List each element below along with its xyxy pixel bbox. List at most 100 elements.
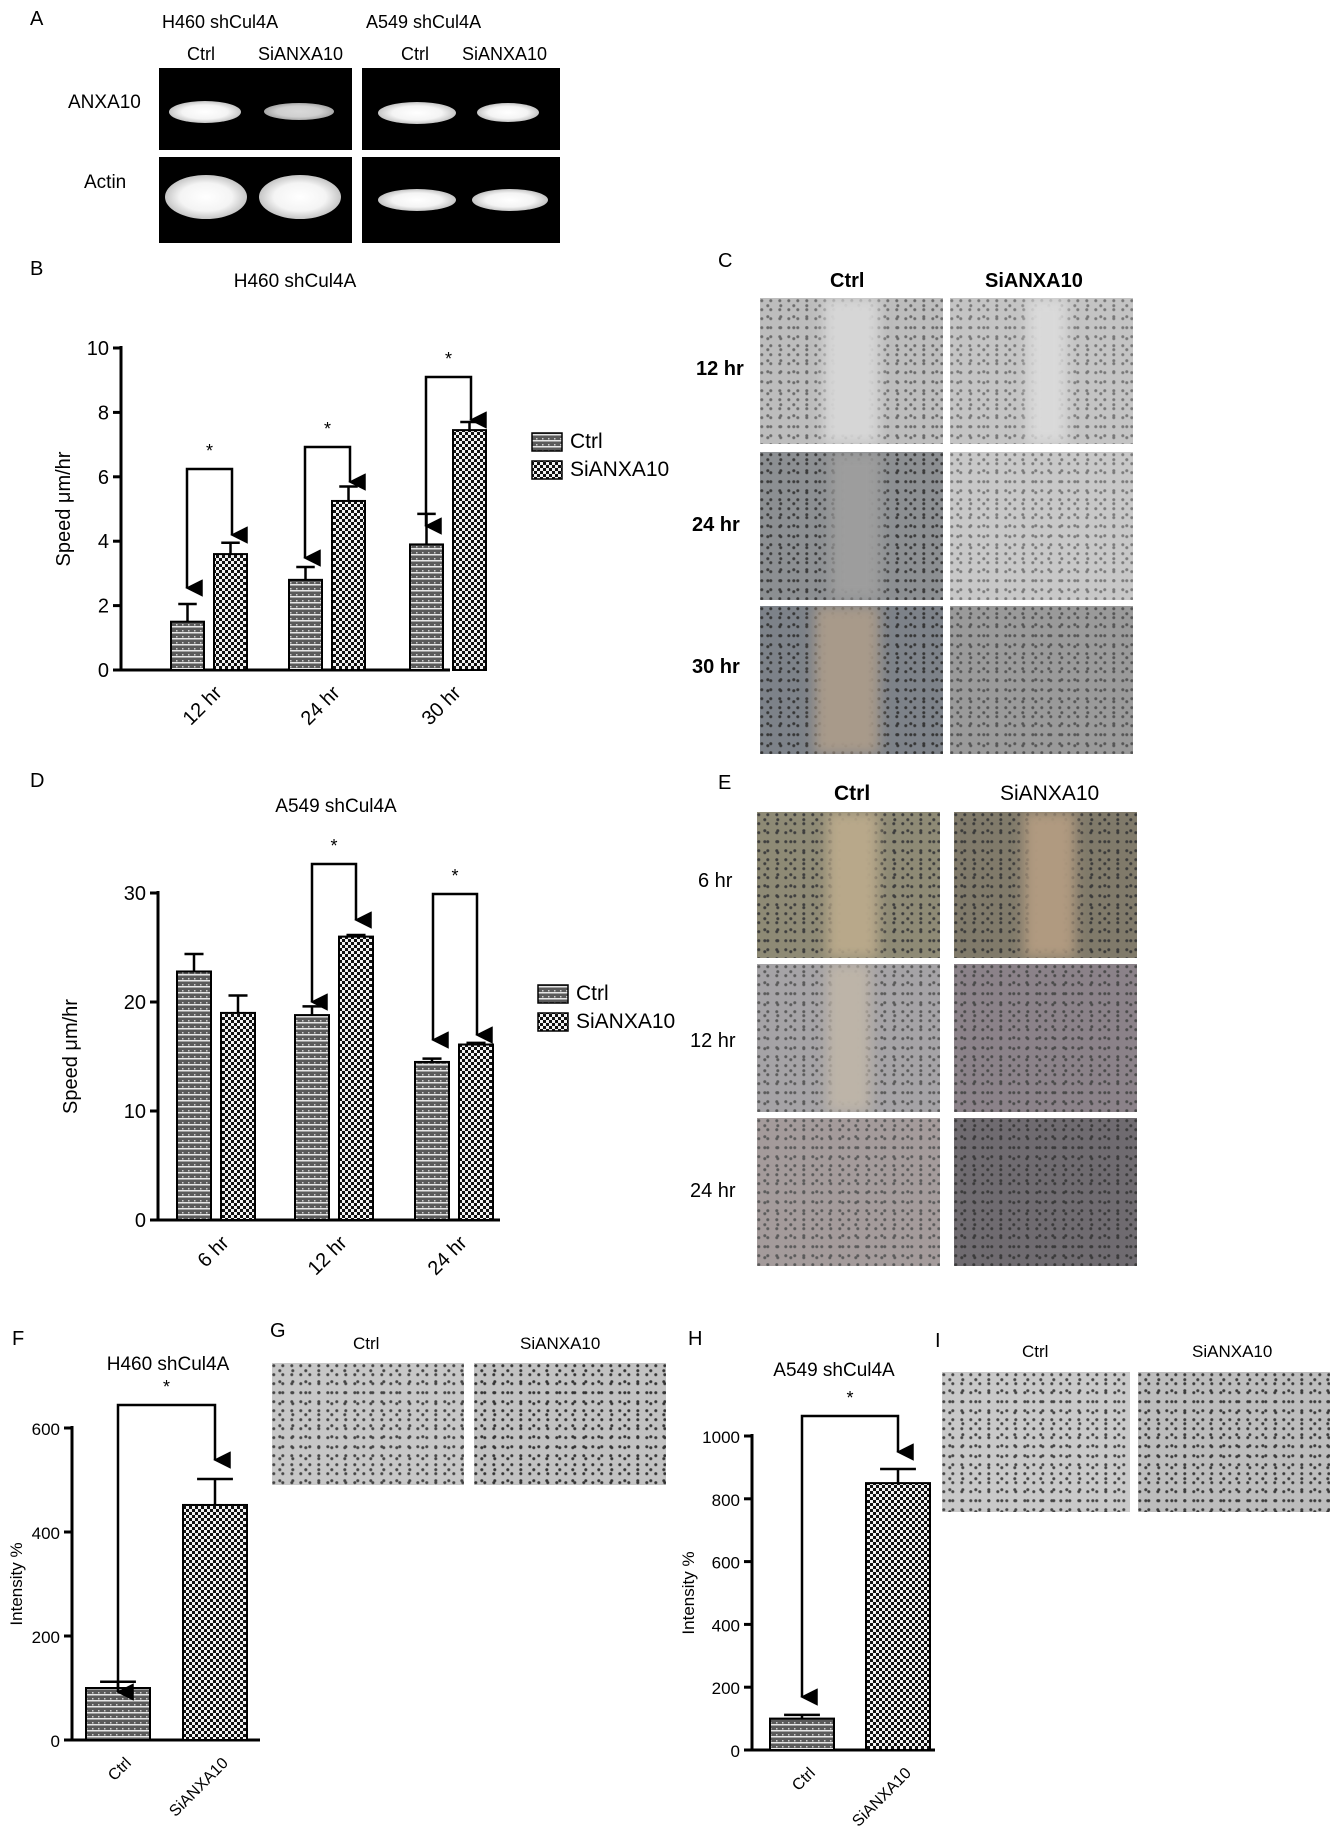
micrograph-e-si-12hr — [954, 964, 1137, 1112]
x-tick-label: SiANXA10 — [849, 1765, 915, 1831]
panel-c-row-12hr: 12 hr — [696, 358, 744, 380]
y-axis-label: Intensity % — [7, 1542, 26, 1625]
a549-gel-title: A549 shCul4A — [366, 12, 482, 32]
significance-star: * — [324, 419, 331, 439]
y-tick-label: 6 — [98, 467, 109, 489]
significance-bracket — [800, 1414, 914, 1706]
panel-e-row-24hr: 24 hr — [690, 1180, 736, 1202]
legend-swatch — [537, 1012, 569, 1032]
panel-letter-i: I — [935, 1330, 941, 1352]
significance-bracket — [431, 892, 493, 1049]
legend-swatch — [531, 460, 563, 480]
panel-c-col-si: SiANXA10 — [985, 270, 1083, 292]
micrograph-c-ctrl-12hr — [760, 298, 943, 444]
gel-image-actin-h460 — [159, 157, 352, 243]
micrograph-e-si-6hr — [954, 812, 1137, 958]
significance-star: * — [163, 1377, 170, 1397]
micrograph-i-ctrl — [942, 1372, 1130, 1512]
micrograph-e-ctrl-6hr — [757, 812, 940, 958]
y-tick-label: 10 — [87, 338, 109, 360]
micrograph-e-ctrl-12hr — [757, 964, 940, 1112]
panel-e-row-6hr: 6 hr — [698, 870, 733, 892]
gel-image-actin-a549 — [362, 157, 560, 243]
x-tick-label: Ctrl — [789, 1765, 819, 1795]
y-tick-label: 2 — [98, 596, 109, 618]
chart-h-a549-intensity: A549 shCul4A 0 200 400 600 800 1000 Intensity %… — [679, 1360, 935, 1831]
y-tick-label: 0 — [731, 1742, 740, 1761]
y-axis-label: Intensity % — [679, 1551, 698, 1634]
panel-letter-a: A — [30, 8, 44, 30]
legend-label: Ctrl — [576, 982, 609, 1005]
significance-bracket — [310, 862, 372, 1011]
panel-letter-c: C — [718, 250, 733, 272]
significance-bracket — [116, 1403, 231, 1701]
micrograph-c-si-30hr — [950, 606, 1133, 754]
micrograph-e-ctrl-24hr — [757, 1118, 940, 1266]
significance-bracket — [424, 375, 487, 535]
panel-i-col-ctrl: Ctrl — [1022, 1342, 1049, 1361]
micrograph-c-si-12hr — [950, 298, 1133, 444]
panel-e-col-ctrl: Ctrl — [834, 782, 871, 805]
gel-row-label-actin: Actin — [84, 172, 127, 193]
panel-c-row-30hr: 30 hr — [692, 656, 740, 678]
micrograph-g-ctrl — [272, 1363, 464, 1485]
bar-ctrl — [769, 1717, 835, 1751]
significance-star: * — [445, 349, 452, 369]
lane-label-ctrl-a549: Ctrl — [401, 44, 429, 64]
panel-i-col-si: SiANXA10 — [1192, 1342, 1273, 1361]
panel-letter-f: F — [12, 1328, 25, 1350]
micrograph-g-si — [474, 1363, 666, 1485]
legend-swatch — [531, 432, 563, 452]
significance-star: * — [330, 836, 337, 856]
y-tick-label: 30 — [124, 883, 146, 905]
y-tick-label: 800 — [712, 1491, 740, 1510]
y-tick-label: 0 — [51, 1732, 60, 1751]
panel-e-row-12hr: 12 hr — [690, 1030, 736, 1052]
micrograph-i-si — [1138, 1372, 1330, 1512]
micrograph-c-ctrl-30hr — [760, 606, 943, 754]
panel-letter-e: E — [718, 772, 732, 794]
significance-bracket — [185, 467, 248, 597]
h460-gel-title: H460 shCul4A — [162, 12, 279, 32]
lane-label-si-a549: SiANXA10 — [462, 44, 548, 64]
micrograph-e-si-24hr — [954, 1118, 1137, 1266]
significance-star: * — [206, 441, 213, 461]
panel-c-col-ctrl: Ctrl — [830, 270, 865, 292]
panel-g-col-ctrl: Ctrl — [353, 1334, 380, 1353]
legend-label: SiANXA10 — [576, 1010, 675, 1033]
legend-swatch — [537, 984, 569, 1004]
panel-e-col-si: SiANXA10 — [1000, 782, 1100, 805]
panel-letter-g: G — [270, 1320, 286, 1342]
chart-title: H460 shCul4A — [234, 271, 357, 292]
micrograph-c-ctrl-24hr — [760, 452, 943, 600]
y-tick-label: 600 — [32, 1420, 60, 1439]
y-tick-label: 600 — [712, 1554, 740, 1573]
lane-label-si-h460: SiANXA10 — [258, 44, 344, 64]
chart-title: A549 shCul4A — [275, 796, 397, 817]
significance-bracket — [303, 445, 366, 567]
panel-letter-d: D — [30, 770, 45, 792]
y-tick-label: 400 — [712, 1616, 740, 1635]
gel-row-label-anxa10: ANXA10 — [68, 92, 141, 113]
chart-title: A549 shCul4A — [773, 1360, 895, 1381]
bar-sianxa10 — [865, 1482, 931, 1751]
micrograph-c-si-24hr — [950, 452, 1133, 600]
chart-title: H460 shCul4A — [107, 1354, 230, 1375]
bar-ctrl — [414, 1060, 450, 1221]
y-axis-label: Speed μm/hr — [53, 451, 75, 566]
legend-label: Ctrl — [570, 430, 603, 453]
significance-star: * — [451, 866, 458, 886]
bar-ctrl — [409, 543, 444, 671]
y-tick-label: 400 — [32, 1524, 60, 1543]
panel-c-row-24hr: 24 hr — [692, 514, 740, 536]
y-axis-label: Speed μm/hr — [60, 999, 82, 1114]
legend-label: SiANXA10 — [570, 458, 669, 481]
y-tick-label: 4 — [98, 531, 109, 553]
y-tick-label: 200 — [32, 1628, 60, 1647]
panel-letter-h: H — [688, 1328, 703, 1350]
lane-label-ctrl-h460: Ctrl — [187, 44, 215, 64]
y-tick-label: 0 — [98, 660, 109, 682]
